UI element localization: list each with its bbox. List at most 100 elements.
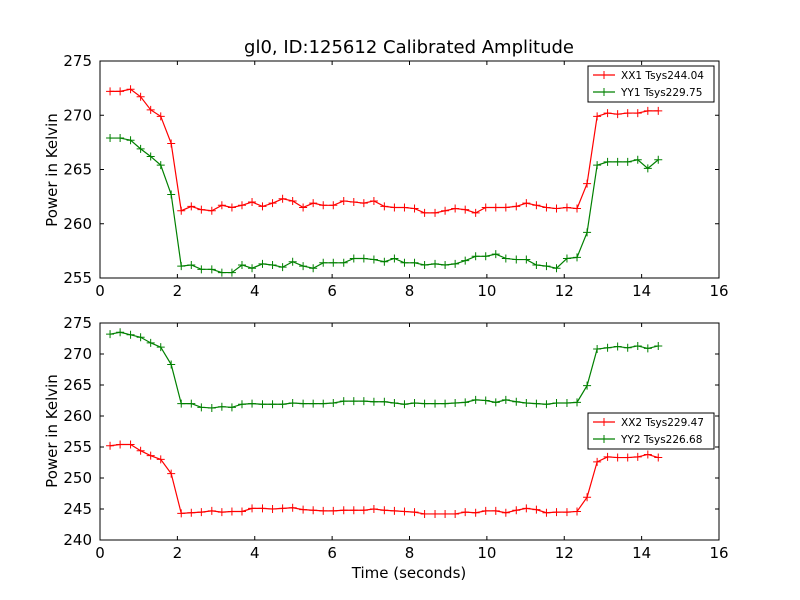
bottom-data-point xyxy=(207,403,216,412)
top-data-point xyxy=(278,263,287,272)
bottom-data-point xyxy=(522,398,531,407)
bottom-data-point xyxy=(481,506,490,515)
top-y-tick-label: 260 xyxy=(63,215,92,233)
top-data-point xyxy=(329,201,338,210)
bottom-data-point xyxy=(593,457,602,466)
top-data-point xyxy=(187,202,196,211)
bottom-data-point xyxy=(258,504,267,513)
bottom-data-point xyxy=(146,451,155,460)
bottom-x-tick-label: 10 xyxy=(477,544,496,562)
top-data-point xyxy=(603,157,612,166)
top-data-point xyxy=(522,199,531,208)
bottom-data-point xyxy=(623,453,632,462)
top-data-point xyxy=(187,260,196,269)
top-legend-item: YY1 Tsys229.75 xyxy=(593,87,702,99)
top-data-point xyxy=(207,206,216,215)
top-data-point xyxy=(369,255,378,264)
top-data-point xyxy=(562,203,571,212)
bottom-panel: 0 2 4 6 8 10 12 14 16 240 245 250 255 260 265 270 275 Pow… xyxy=(43,314,729,562)
bottom-data-point xyxy=(613,453,622,462)
bottom-data-point xyxy=(359,506,368,515)
bottom-data-point xyxy=(309,506,318,515)
bottom-data-point xyxy=(106,441,115,450)
top-data-point xyxy=(146,105,155,114)
top-data-point xyxy=(613,157,622,166)
bottom-data-point xyxy=(390,398,399,407)
bottom-legend-box xyxy=(587,412,715,450)
top-data-point xyxy=(400,203,409,212)
bottom-x-tick-label: 12 xyxy=(555,544,574,562)
top-data-point xyxy=(288,196,297,205)
top-legend-marker xyxy=(600,71,608,79)
bottom-data-point xyxy=(167,469,176,478)
top-data-point xyxy=(552,264,561,273)
top-data-point xyxy=(349,198,358,207)
top-data-point xyxy=(390,203,399,212)
bottom-data-point xyxy=(258,400,267,409)
top-data-point xyxy=(532,201,541,210)
top-data-point xyxy=(461,205,470,214)
bottom-data-point xyxy=(319,506,328,515)
top-data-point xyxy=(359,199,368,208)
bottom-y-axis-label: Power in Kelvin xyxy=(43,374,61,488)
bottom-data-point xyxy=(248,399,257,408)
bottom-data-point xyxy=(420,399,429,408)
bottom-data-point xyxy=(349,397,358,406)
bottom-data-point xyxy=(329,398,338,407)
bottom-data-point xyxy=(339,506,348,515)
top-data-point xyxy=(146,152,155,161)
top-data-point xyxy=(207,265,216,274)
bottom-data-point xyxy=(593,345,602,354)
top-data-point xyxy=(359,254,368,263)
top-data-point xyxy=(471,208,480,217)
bottom-data-point xyxy=(623,343,632,352)
top-data-point xyxy=(329,258,338,267)
bottom-data-point xyxy=(187,508,196,517)
top-data-point xyxy=(522,255,531,264)
bottom-data-point xyxy=(116,440,125,449)
bottom-data-point xyxy=(299,505,308,514)
top-data-point xyxy=(512,255,521,264)
bottom-data-point xyxy=(532,505,541,514)
top-data-point xyxy=(380,202,389,211)
top-data-point xyxy=(390,254,399,263)
bottom-data-point xyxy=(237,400,246,409)
bottom-data-point xyxy=(441,399,450,408)
top-data-point xyxy=(268,260,277,269)
top-data-point xyxy=(278,194,287,203)
bottom-data-point xyxy=(481,396,490,405)
bottom-data-point xyxy=(633,452,642,461)
bottom-data-point xyxy=(359,397,368,406)
top-x-tick-label: 6 xyxy=(327,282,337,300)
bottom-data-point xyxy=(522,504,531,513)
top-data-point xyxy=(339,258,348,267)
bottom-data-point xyxy=(410,508,419,517)
bottom-data-point xyxy=(309,399,318,408)
top-y-axis-label: Power in Kelvin xyxy=(43,113,61,227)
top-data-point xyxy=(583,179,592,188)
top-data-point xyxy=(623,157,632,166)
bottom-data-point xyxy=(542,400,551,409)
top-data-point xyxy=(400,258,409,267)
bottom-data-point xyxy=(207,506,216,515)
bottom-data-point xyxy=(339,397,348,406)
top-data-point xyxy=(197,265,206,274)
top-x-tick-label: 2 xyxy=(173,282,183,300)
bottom-x-tick-label: 4 xyxy=(250,544,260,562)
top-data-point xyxy=(451,204,460,213)
bottom-y-tick-label: 265 xyxy=(63,376,92,394)
top-data-point xyxy=(593,161,602,170)
bottom-data-point xyxy=(369,397,378,406)
bottom-data-point xyxy=(512,506,521,515)
bottom-data-point xyxy=(471,508,480,517)
bottom-data-point xyxy=(227,403,236,412)
top-data-point xyxy=(583,228,592,237)
top-data-point xyxy=(593,112,602,121)
bottom-y-tick-label: 255 xyxy=(63,438,92,456)
bottom-data-point xyxy=(461,398,470,407)
bottom-y-tick-label: 275 xyxy=(63,314,92,332)
bottom-data-point xyxy=(278,504,287,513)
bottom-data-point xyxy=(562,508,571,517)
top-data-point xyxy=(380,257,389,266)
bottom-data-point xyxy=(451,509,460,518)
